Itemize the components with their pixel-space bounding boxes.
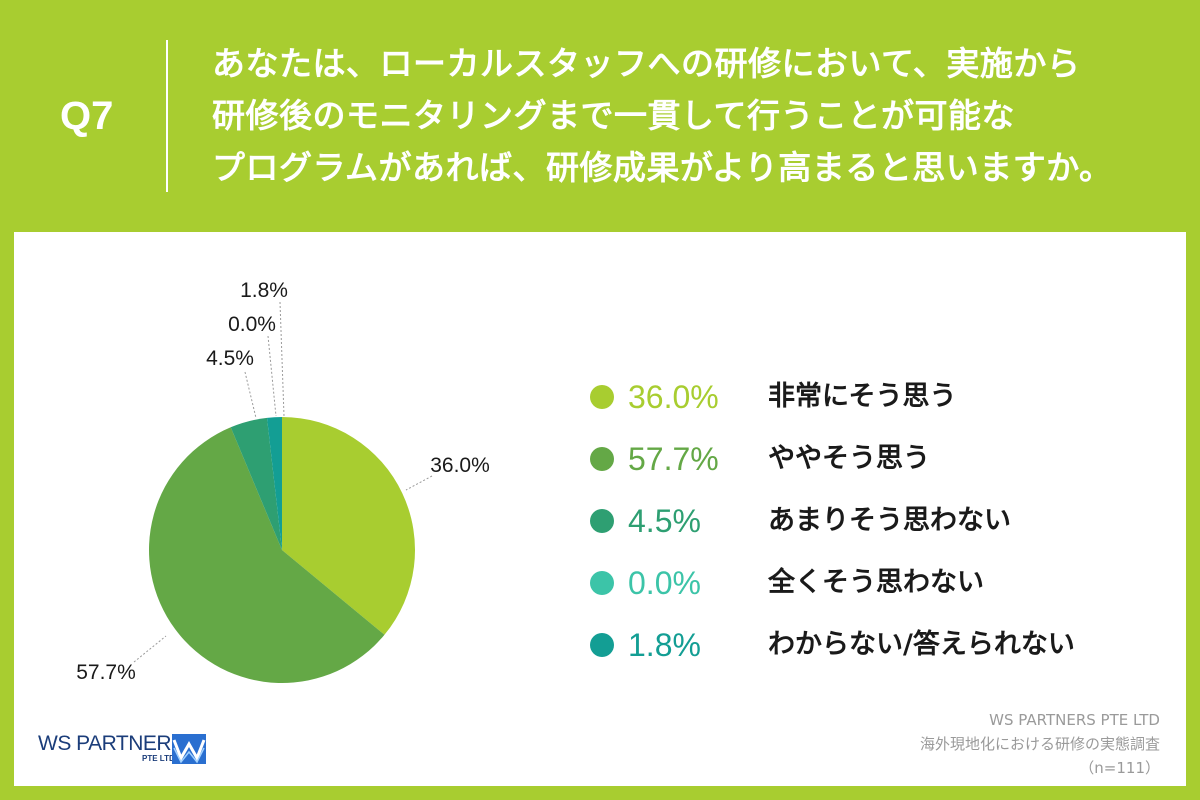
legend-label-4: わからない/答えられない (768, 629, 1075, 660)
legend-pct-0: 36.0% (628, 379, 719, 415)
source-note: WS PARTNERS PTE LTD 海外現地化における研修の実態調査 （n=… (920, 708, 1160, 780)
source-company: WS PARTNERS PTE LTD (989, 711, 1160, 729)
pie-data-label-0: 36.0% (430, 454, 490, 477)
legend-label-3: 全くそう思わない (768, 567, 984, 598)
source-n: （n=111） (1079, 759, 1160, 777)
chart-panel: 36.0% 57.7% 4.5% 0.0% 1.8% 36.0% 非常にそう思う 57.… (14, 232, 1186, 786)
question-number: Q7 (60, 94, 114, 138)
logo-sub: PTE LTD (142, 754, 175, 763)
legend-dot-1 (590, 447, 614, 471)
pie-chart: 36.0% 57.7% 4.5% 0.0% 1.8% (76, 279, 490, 684)
legend-pct-4: 1.8% (628, 627, 701, 663)
pie-data-label-4: 1.8% (240, 279, 288, 302)
leader-line-1 (133, 635, 167, 663)
leader-line-4 (279, 301, 285, 417)
pie-data-label-1: 57.7% (76, 661, 136, 684)
leader-line-3 (267, 335, 277, 417)
question-line-3: プログラムがあれば、研修成果がより高まると思いますか。 (212, 148, 1113, 187)
header-divider (166, 40, 168, 192)
pie-slice-1 (149, 427, 385, 683)
logo-wave-icon (172, 734, 206, 764)
pie-slice-4 (266, 417, 282, 550)
header: Q7 あなたは、ローカルスタッフへの研修において、実施から 研修後のモニタリング… (0, 0, 1200, 232)
leader-line-0 (405, 475, 433, 491)
pie-slice-2 (230, 417, 282, 550)
question-line-1: あなたは、ローカルスタッフへの研修において、実施から (212, 44, 1081, 83)
logo-name: WS PARTNERS (38, 732, 185, 755)
leader-line-2 (244, 371, 257, 419)
pie-data-label-3: 0.0% (228, 313, 276, 336)
source-survey: 海外現地化における研修の実態調査 (919, 735, 1160, 753)
legend-label-0: 非常にそう思う (768, 381, 957, 412)
legend-pct-3: 0.0% (628, 565, 701, 601)
legend-label-1: ややそう思う (768, 443, 930, 474)
legend-dot-0 (590, 385, 614, 409)
pie-data-label-2: 4.5% (206, 347, 254, 370)
legend-dot-2 (590, 509, 614, 533)
question-line-2: 研修後のモニタリングまで一貫して行うことが可能な (212, 96, 1016, 135)
question-text: あなたは、ローカルスタッフへの研修において、実施から 研修後のモニタリングまで一… (212, 38, 1172, 194)
pie-slice-0 (282, 417, 416, 635)
legend-dot-4 (590, 633, 614, 657)
legend-label-2: あまりそう思わない (768, 505, 1011, 536)
legend-pct-1: 57.7% (628, 441, 719, 477)
legend-pct-2: 4.5% (628, 503, 701, 539)
legend-dot-3 (590, 571, 614, 595)
